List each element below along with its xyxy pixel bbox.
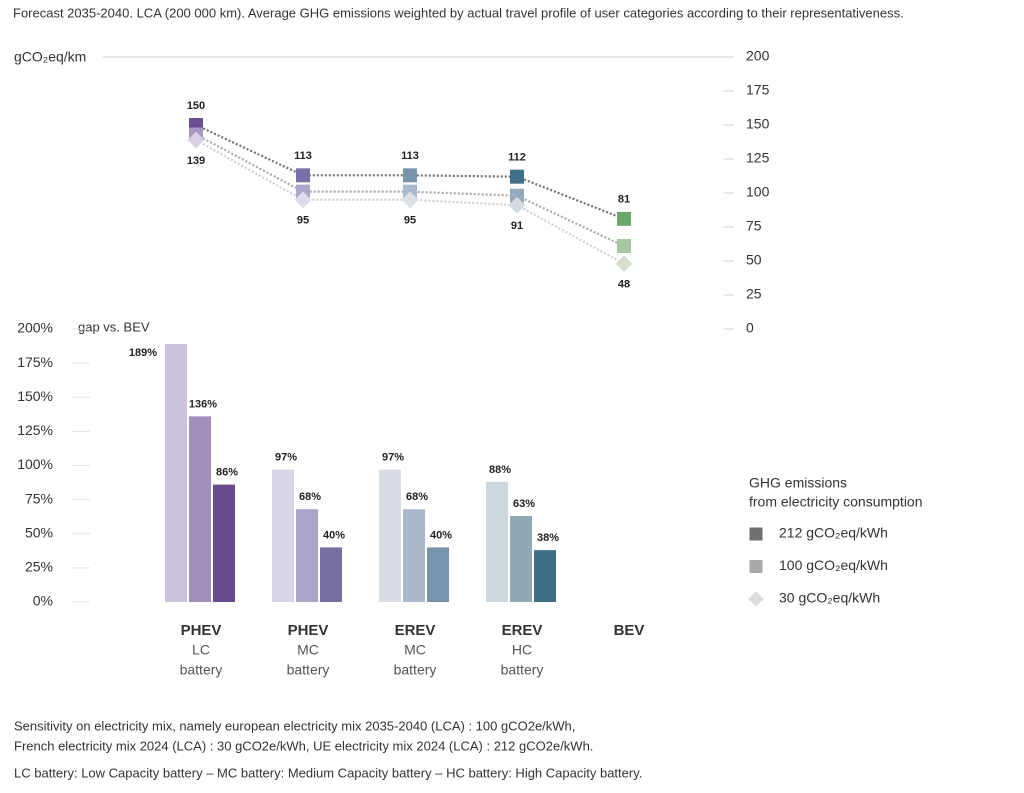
data-label: 63% <box>513 498 535 510</box>
y-tick-label: 150% <box>17 388 53 404</box>
data-label: 40% <box>323 529 345 541</box>
bar <box>486 481 508 602</box>
bar <box>165 344 187 602</box>
category-sublabel: MC <box>404 642 426 658</box>
data-label: 91 <box>511 220 523 232</box>
category-sublabel: battery <box>287 662 330 678</box>
data-label: 38% <box>537 532 559 544</box>
category-sublabel: battery <box>180 662 223 678</box>
point <box>510 188 524 203</box>
y-tick-label: 50 <box>746 252 762 268</box>
point <box>508 196 526 214</box>
y-tick-label: 75% <box>25 490 53 506</box>
y-tick-label: 200% <box>17 320 53 336</box>
data-label: 86% <box>216 467 238 479</box>
category-label: EREV <box>395 622 436 639</box>
bar <box>379 469 401 602</box>
data-label: 150 <box>187 100 205 112</box>
category-label: BEV <box>614 622 645 639</box>
header: Forecast 2035-2040. LCA (200 000 km). Av… <box>13 5 904 20</box>
bar <box>320 547 342 602</box>
point <box>401 191 419 209</box>
legend-marker <box>749 560 763 573</box>
y-tick-label: 25 <box>746 286 762 302</box>
data-label: 97% <box>275 452 297 464</box>
data-label: 139 <box>187 155 205 167</box>
bar <box>403 509 425 602</box>
y-tick-label: 0 <box>746 320 754 336</box>
footnote: French electricity mix 2024 (LCA) : 30 g… <box>14 738 593 753</box>
y-tick-label: 150 <box>746 116 770 132</box>
legend-title: GHG emissions <box>749 475 847 491</box>
data-label: 112 <box>508 152 526 164</box>
point <box>510 169 524 184</box>
data-label: 95 <box>297 215 309 227</box>
y-tick-label: 125 <box>746 150 770 166</box>
data-label: 48 <box>618 279 630 291</box>
legend-marker <box>748 591 764 607</box>
footnote: Sensitivity on electricity mix, namely e… <box>14 718 575 733</box>
bar <box>510 516 532 602</box>
point <box>617 211 631 226</box>
y-tick-label: 200 <box>746 48 770 64</box>
point <box>403 168 417 183</box>
data-label: 189% <box>129 347 157 359</box>
y-axis-label: gCO₂eq/km <box>14 49 86 65</box>
footnote: LC battery: Low Capacity battery – MC ba… <box>14 765 642 780</box>
bar <box>296 509 318 602</box>
legend-label: 30 gCO₂eq/kWh <box>779 590 880 606</box>
bar <box>189 416 211 602</box>
point <box>615 255 633 273</box>
category-sublabel: battery <box>501 662 544 678</box>
category-sublabel: LC <box>192 642 210 658</box>
legend-title: from electricity consumption <box>749 494 923 510</box>
bar <box>534 550 556 602</box>
bar <box>213 484 235 602</box>
category-sublabel: MC <box>297 642 319 658</box>
y-tick-label: 100 <box>746 184 770 200</box>
y-tick-label: 125% <box>17 422 53 438</box>
data-label: 40% <box>430 529 452 541</box>
bar <box>427 547 449 602</box>
point <box>617 239 631 254</box>
y-tick-label: 175 <box>746 82 770 98</box>
category-label: PHEV <box>288 622 329 639</box>
category-sublabel: battery <box>394 662 437 678</box>
legend-label: 212 gCO₂eq/kWh <box>779 525 888 541</box>
data-label: 113 <box>294 150 312 162</box>
data-label: 97% <box>382 452 404 464</box>
point <box>294 191 312 209</box>
y-tick-label: 175% <box>17 354 53 370</box>
y-tick-label: 50% <box>25 524 53 540</box>
data-label: 68% <box>299 491 321 503</box>
data-label: 81 <box>618 194 630 206</box>
y-tick-label: 25% <box>25 559 53 575</box>
data-label: 113 <box>401 150 419 162</box>
point <box>187 131 205 149</box>
y-tick-label: 75 <box>746 218 762 234</box>
bar <box>272 469 294 602</box>
y-tick-label: 0% <box>33 593 53 609</box>
category-label: EREV <box>502 622 543 639</box>
legend-label: 100 gCO₂eq/kWh <box>779 557 888 573</box>
data-label: 88% <box>489 464 511 476</box>
legend-marker <box>749 527 763 541</box>
y-tick-label: 100% <box>17 456 53 472</box>
data-label: 68% <box>406 491 428 503</box>
y-axis-label: gap vs. BEV <box>78 319 150 334</box>
point <box>296 168 310 183</box>
category-sublabel: HC <box>512 642 532 658</box>
data-label: 136% <box>189 398 217 410</box>
category-label: PHEV <box>181 622 222 639</box>
data-label: 95 <box>404 215 416 227</box>
